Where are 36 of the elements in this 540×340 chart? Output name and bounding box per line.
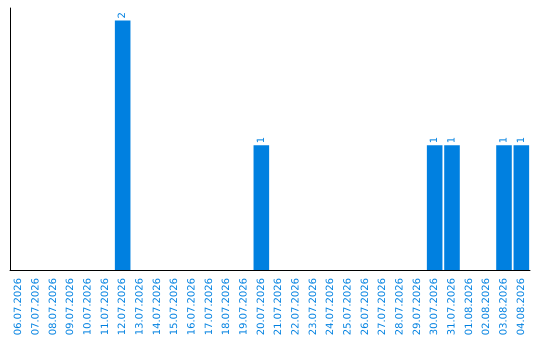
data-label: 1 xyxy=(256,136,267,144)
x-tick-label: 23.07.2026 xyxy=(308,278,319,336)
data-label: 1 xyxy=(429,136,440,144)
x-tick-label: 19.07.2026 xyxy=(238,278,250,336)
x-tick-label: 31.07.2026 xyxy=(446,278,458,336)
x-tick-label: 04.08.2026 xyxy=(516,278,527,336)
x-tick-label: 21.07.2026 xyxy=(273,278,284,336)
x-tick-label: 22.07.2026 xyxy=(290,278,302,336)
data-label: 2 xyxy=(117,12,128,18)
data-label: 1 xyxy=(446,136,458,144)
data-label: 1 xyxy=(498,136,510,144)
x-tick-label: 25.07.2026 xyxy=(342,278,354,336)
x-tick-label: 06.07.2026 xyxy=(13,278,24,336)
x-tick-label: 30.07.2026 xyxy=(429,278,440,336)
x-tick-label: 29.07.2026 xyxy=(412,278,423,336)
x-tick-label: 01.08.2026 xyxy=(464,278,475,336)
x-tick-label: 16.07.2026 xyxy=(186,278,198,336)
x-tick-label: 07.07.2026 xyxy=(30,278,42,336)
x-tick-label: 09.07.2026 xyxy=(65,278,76,336)
x-tick-label: 03.08.2026 xyxy=(498,278,510,336)
x-tick-label: 11.07.2026 xyxy=(100,278,111,336)
x-tick-label: 28.07.2026 xyxy=(394,278,406,336)
x-tick-label: 13.07.2026 xyxy=(134,278,146,336)
x-tick-label: 14.07.2026 xyxy=(152,278,163,336)
x-tick-label: 26.07.2026 xyxy=(360,278,371,336)
x-tick-label: 18.07.2026 xyxy=(221,278,232,336)
data-label: 1 xyxy=(516,136,527,144)
x-tick-label: 17.07.2026 xyxy=(204,278,215,336)
x-tick-label: 27.07.2026 xyxy=(377,278,388,336)
x-tick-label: 12.07.2026 xyxy=(117,278,128,336)
x-tick-label: 02.08.2026 xyxy=(481,278,492,336)
x-tick-label: 20.07.2026 xyxy=(256,278,267,336)
x-tick-label: 24.07.2026 xyxy=(325,278,336,336)
x-tick-label: 08.07.2026 xyxy=(48,278,59,336)
x-tick-label: 10.07.2026 xyxy=(82,278,94,336)
x-tick-label: 15.07.2026 xyxy=(169,278,180,336)
